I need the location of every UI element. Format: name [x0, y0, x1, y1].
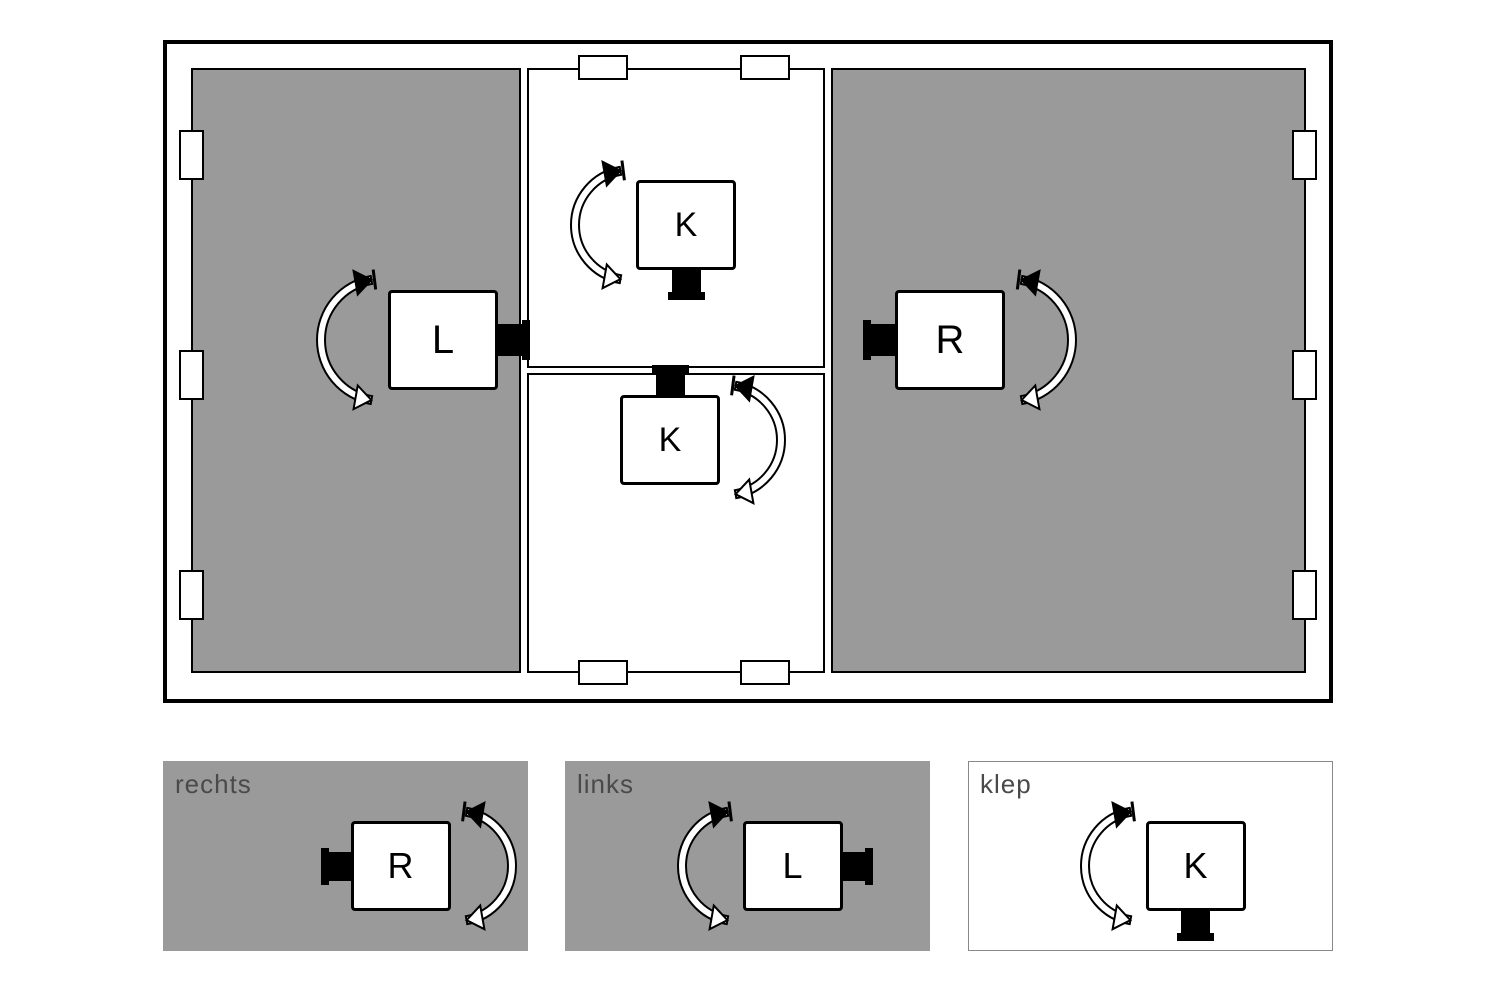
lock-L-rotation-arrow-icon [232, 255, 402, 425]
lock-K-top-rotation-arrow-icon [492, 146, 650, 304]
right-hinge-0 [1292, 130, 1317, 180]
legend-rechts-lock-body: R [351, 821, 451, 911]
legend-rechts-label: rechts [175, 769, 252, 800]
lock-K-bottom-rotation-arrow-icon [706, 361, 864, 519]
right-hinge-2 [1292, 570, 1317, 620]
lock-K-bottom: K [620, 395, 720, 485]
legend-links-lock-tab [843, 852, 865, 881]
lock-K-bottom-letter: K [659, 421, 682, 460]
lock-K-bottom-rib [652, 365, 689, 373]
lock-L-body: L [388, 290, 498, 390]
legend-klep-lock-tab [1181, 911, 1210, 933]
left-hinge-2 [179, 570, 204, 620]
legend-klep-lock-letter: K [1183, 845, 1207, 887]
left-hinge-1 [179, 350, 204, 400]
legend-klep-lock-rib [1177, 933, 1214, 941]
lock-K-top-tab [672, 270, 701, 292]
lock-R: R [895, 290, 1005, 390]
lock-R-tab [871, 324, 895, 356]
center-bottom-hinge-0 [578, 660, 628, 685]
legend-links-lock-letter: L [782, 845, 802, 887]
lock-K-top: K [636, 180, 736, 270]
lock-K-top-rib [668, 292, 705, 300]
legend-rechts-lock-rib [321, 848, 329, 885]
legend-rechts-lock-letter: R [388, 845, 414, 887]
lock-K-bottom-tab [656, 373, 685, 395]
lock-L-tab [498, 324, 522, 356]
lock-L-letter: L [432, 318, 454, 363]
legend-links-lock: L [743, 821, 843, 911]
legend-klep-lock: K [1146, 821, 1246, 911]
lock-K-top-body: K [636, 180, 736, 270]
legend-klep-lock-body: K [1146, 821, 1246, 911]
lock-K-top-letter: K [675, 206, 698, 245]
right-hinge-1 [1292, 350, 1317, 400]
legend-rechts-lock-tab [329, 852, 351, 881]
left-hinge-0 [179, 130, 204, 180]
legend-rechts-lock: R [351, 821, 451, 911]
lock-R-rib [863, 320, 871, 360]
lock-L-rib [522, 320, 530, 360]
lock-L: L [388, 290, 498, 390]
lock-K-bottom-body: K [620, 395, 720, 485]
legend-links-lock-rotation-arrow-icon [599, 787, 757, 945]
legend-links-lock-rib [865, 848, 873, 885]
center-top-hinge-1 [740, 55, 790, 80]
lock-R-rotation-arrow-icon [991, 255, 1161, 425]
lock-R-body: R [895, 290, 1005, 390]
center-top-hinge-0 [578, 55, 628, 80]
legend-klep-lock-rotation-arrow-icon [1002, 787, 1160, 945]
center-bottom-hinge-1 [740, 660, 790, 685]
legend-links-lock-body: L [743, 821, 843, 911]
lock-R-letter: R [936, 318, 965, 363]
